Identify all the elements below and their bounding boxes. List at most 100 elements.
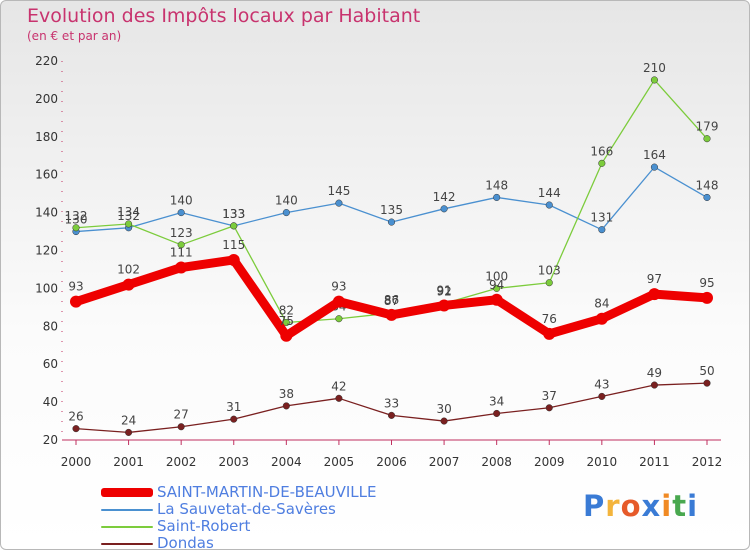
data-point [175, 261, 188, 274]
chart-subtitle: (en € et par an) [27, 29, 122, 43]
legend-label: La Sauvetat-de-Savères [157, 500, 336, 518]
y-tick-label: 80 [43, 319, 58, 333]
data-point [598, 159, 606, 167]
data-label: 148 [696, 178, 719, 192]
data-point [703, 193, 711, 201]
logo-letter: t [672, 489, 688, 523]
data-label: 84 [594, 297, 609, 311]
data-point [335, 315, 343, 323]
legend-swatch [101, 508, 153, 511]
data-label: 50 [699, 364, 714, 378]
data-label: 30 [436, 402, 451, 416]
data-point [545, 279, 553, 287]
data-point [335, 199, 343, 207]
data-label: 210 [643, 61, 666, 75]
y-tick-label: 20 [43, 433, 58, 447]
data-point [493, 193, 501, 201]
x-tick-label: 2006 [376, 455, 407, 469]
data-label: 38 [279, 387, 294, 401]
data-point [650, 381, 658, 389]
data-point [177, 241, 185, 249]
data-label: 133 [222, 207, 245, 221]
data-label: 93 [68, 280, 83, 294]
data-label: 166 [590, 144, 613, 158]
data-point [493, 409, 501, 418]
data-label: 92 [436, 285, 451, 299]
data-label: 164 [643, 148, 666, 162]
data-point [72, 224, 80, 232]
data-label: 75 [279, 314, 294, 328]
y-tick-label: 200 [35, 92, 58, 106]
logo-letter: i [661, 489, 673, 523]
logo-letter: P [583, 489, 606, 523]
data-label: 37 [542, 389, 557, 403]
data-point [125, 220, 133, 228]
data-point [650, 163, 658, 171]
data-point [177, 209, 185, 217]
x-tick-label: 2009 [534, 455, 565, 469]
data-label: 86 [384, 293, 399, 307]
data-label: 31 [226, 400, 241, 414]
x-tick-label: 2003 [218, 455, 249, 469]
x-tick-label: 2007 [429, 455, 460, 469]
data-point [440, 205, 448, 213]
data-point [227, 253, 240, 266]
data-label: 132 [117, 209, 140, 223]
logo-letter: i [687, 489, 699, 523]
legend-label: Saint-Robert [157, 517, 251, 535]
data-label: 135 [380, 203, 403, 217]
logo-letter: x [641, 489, 662, 523]
x-tick-label: 2000 [61, 455, 92, 469]
data-label: 132 [65, 209, 88, 223]
data-label: 34 [489, 394, 504, 408]
chart-title: Evolution des Impôts locaux par Habitant [27, 5, 421, 27]
data-point [125, 428, 133, 436]
data-label: 140 [275, 194, 298, 208]
proxiti-logo: Proxiti [583, 489, 698, 523]
logo-letter: r [605, 489, 621, 523]
legend-swatch [101, 525, 153, 528]
y-tick-label: 140 [35, 206, 58, 220]
y-tick-label: 180 [35, 130, 58, 144]
data-label: 27 [174, 408, 189, 422]
x-tick-label: 2010 [587, 455, 618, 469]
data-point [282, 318, 290, 327]
data-label: 131 [590, 211, 613, 225]
data-point [438, 299, 451, 312]
data-point [545, 201, 553, 209]
data-label: 134 [117, 205, 140, 219]
legend-swatch [101, 542, 153, 545]
data-label: 145 [327, 184, 350, 198]
y-tick-label: 100 [35, 281, 58, 295]
data-point [650, 76, 658, 84]
data-point [701, 291, 713, 304]
data-point [177, 423, 185, 431]
data-label: 93 [331, 280, 346, 294]
data-point [648, 288, 661, 301]
data-label: 133 [222, 207, 245, 221]
data-label: 144 [538, 186, 561, 200]
data-point [282, 402, 290, 410]
data-label: 24 [121, 413, 136, 427]
data-label: 43 [594, 377, 609, 391]
y-tick-label: 60 [43, 357, 58, 371]
data-label: 123 [170, 226, 193, 240]
legend-item: Saint-Robert [101, 518, 376, 535]
legend-label: SAINT-MARTIN-DE-BEAUVILLE [157, 483, 377, 501]
data-label: 102 [117, 263, 140, 277]
data-point [230, 415, 238, 423]
y-tick-label: 220 [35, 54, 58, 68]
data-label: 87 [384, 294, 399, 308]
x-tick-label: 2002 [166, 455, 197, 469]
data-point [543, 327, 556, 340]
data-point [545, 404, 553, 412]
data-label: 148 [485, 178, 508, 192]
data-point [332, 295, 345, 308]
data-point [595, 312, 608, 325]
data-point [387, 411, 396, 419]
y-tick-label: 120 [35, 244, 58, 258]
data-point [282, 209, 290, 217]
data-label: 103 [538, 264, 561, 278]
x-tick-label: 2005 [324, 455, 355, 469]
data-label: 95 [699, 276, 714, 290]
